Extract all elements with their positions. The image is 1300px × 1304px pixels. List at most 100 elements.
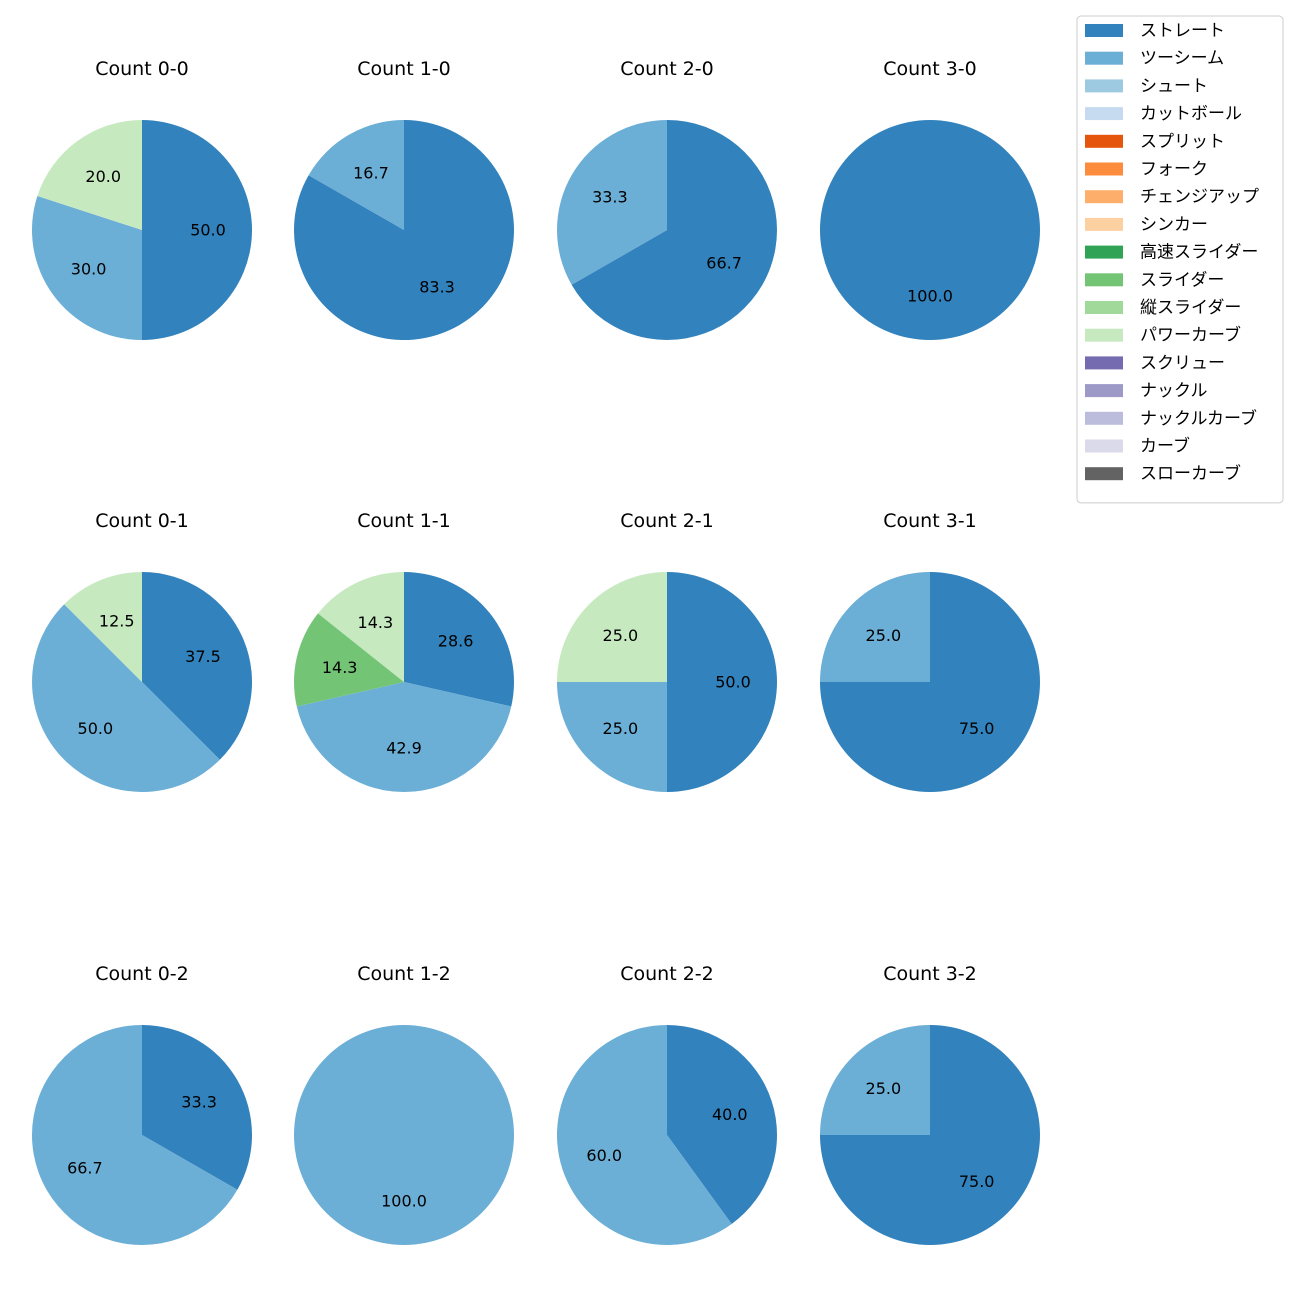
legend-swatch	[1085, 384, 1123, 398]
pie-title: Count 3-2	[883, 963, 977, 985]
pie-title: Count 2-1	[620, 510, 714, 532]
slice-label: 14.3	[358, 613, 394, 632]
legend-label: ナックル	[1140, 381, 1208, 401]
legend-frame	[1076, 15, 1284, 504]
pie-chart: Count 2-1 50.0 25.0 25.0	[557, 510, 777, 792]
pie-slice	[667, 572, 777, 792]
slice-label: 83.3	[419, 278, 455, 297]
pie-slice	[37, 120, 142, 230]
slice-label: 75.0	[959, 1172, 995, 1191]
pie-title: Count 2-2	[620, 963, 714, 985]
legend-item: シンカー	[1085, 215, 1208, 235]
legend-item: チェンジアップ	[1085, 187, 1259, 207]
pie-slice	[142, 1025, 253, 1190]
legend-item: スプリット	[1085, 132, 1225, 152]
pie-chart: Count 3-1 75.0 25.0	[820, 510, 1040, 792]
legend-item: カーブ	[1085, 436, 1190, 457]
legend-label: ツーシーム	[1140, 49, 1224, 69]
slice-label: 50.0	[715, 673, 751, 692]
slice-label: 25.0	[866, 626, 902, 645]
legend-item: ナックルカーブ	[1085, 408, 1257, 429]
pie-chart: Count 1-2 100.0	[294, 963, 514, 1245]
pie-chart: Count 0-2 33.3 66.7	[32, 963, 253, 1245]
slice-label: 14.3	[322, 658, 358, 677]
pie-title: Count 2-0	[620, 58, 714, 80]
legend-label: パワーカーブ	[1140, 325, 1241, 346]
legend-swatch	[1085, 467, 1123, 481]
legend-swatch	[1085, 439, 1123, 453]
slice-label: 30.0	[71, 259, 107, 278]
slice-label: 33.3	[181, 1092, 217, 1111]
legend-item: 高速スライダー	[1085, 243, 1258, 263]
legend-swatch	[1085, 24, 1123, 37]
pie-slice	[556, 1025, 732, 1246]
legend-swatch	[1085, 107, 1123, 121]
pie-title: Count 1-0	[357, 58, 451, 80]
pie-slice	[32, 604, 220, 792]
slice-label: 60.0	[586, 1146, 622, 1165]
pie-slice	[64, 572, 142, 682]
slice-label: 40.0	[712, 1105, 748, 1124]
legend-swatch	[1085, 328, 1123, 342]
legend-item: シュート	[1085, 76, 1208, 96]
legend-swatch	[1085, 356, 1123, 370]
slice-label: 25.0	[603, 626, 639, 645]
slice-label: 20.0	[85, 167, 121, 186]
pie-slice	[557, 682, 667, 792]
legend-label: 縦スライダー	[1140, 298, 1241, 318]
pie-chart: Count 1-0 83.3 16.7	[293, 58, 514, 341]
legend-label: ナックルカーブ	[1140, 408, 1257, 429]
legend-item: スライダー	[1085, 270, 1224, 290]
legend-label: フォーク	[1140, 160, 1208, 180]
pie-chart: Count 3-0 100.0	[820, 58, 1040, 340]
legend-item: フォーク	[1085, 160, 1208, 180]
legend-swatch	[1085, 51, 1123, 65]
legend-item: スクリュー	[1085, 353, 1225, 373]
slice-label: 25.0	[866, 1079, 902, 1098]
legend-item: ツーシーム	[1085, 49, 1224, 69]
pie-slice	[308, 120, 404, 230]
legend-item: 縦スライダー	[1085, 298, 1241, 318]
slice-label: 16.7	[353, 163, 389, 182]
pie-title: Count 1-2	[357, 963, 451, 985]
legend-label: シュート	[1140, 76, 1208, 96]
slice-label: 66.7	[67, 1159, 103, 1178]
legend-swatch	[1085, 411, 1123, 425]
slice-label: 50.0	[78, 719, 114, 738]
slice-label: 66.7	[706, 254, 742, 273]
pie-slice	[556, 120, 667, 285]
legend-label: スプリット	[1140, 132, 1225, 152]
pie-slice	[32, 1025, 238, 1245]
slice-label: 100.0	[907, 287, 953, 306]
legend-label: カットボール	[1140, 104, 1242, 124]
slice-label: 25.0	[603, 719, 639, 738]
legend-swatch	[1085, 162, 1123, 176]
pie-chart: Count 0-1 37.5 50.0 12.5	[32, 510, 252, 792]
legend-swatch	[1085, 79, 1123, 93]
pie-slice	[294, 1025, 514, 1245]
slice-label: 12.5	[99, 612, 135, 631]
pie-chart: Count 3-2 75.0 25.0	[820, 963, 1040, 1245]
legend-item: ナックル	[1085, 381, 1208, 401]
pie-title: Count 0-2	[95, 963, 189, 985]
pie-slice	[31, 196, 142, 340]
legend-item: パワーカーブ	[1085, 325, 1241, 346]
pie-slice	[667, 1025, 777, 1224]
pie-chart: Count 2-0 66.7 33.3	[556, 58, 777, 340]
pie-slice	[142, 120, 252, 340]
slice-label: 28.6	[438, 631, 474, 650]
pie-chart: Count 1-1 28.6 42.9 14.3 14.3	[294, 510, 514, 792]
pie-slice	[557, 572, 667, 682]
legend-label: カーブ	[1140, 436, 1190, 457]
pie-slice	[820, 1025, 930, 1135]
legend-swatch	[1085, 190, 1123, 204]
legend: ストレートツーシームシュートカットボールスプリットフォークチェンジアップシンカー…	[1076, 15, 1284, 504]
pie-title: Count 3-1	[883, 510, 977, 532]
legend-item: ストレート	[1085, 21, 1225, 41]
pie-slice	[294, 613, 404, 707]
pie-title: Count 3-0	[883, 58, 977, 80]
legend-swatch	[1085, 245, 1123, 259]
pie-slice	[317, 572, 404, 682]
pie-slice	[293, 120, 514, 341]
